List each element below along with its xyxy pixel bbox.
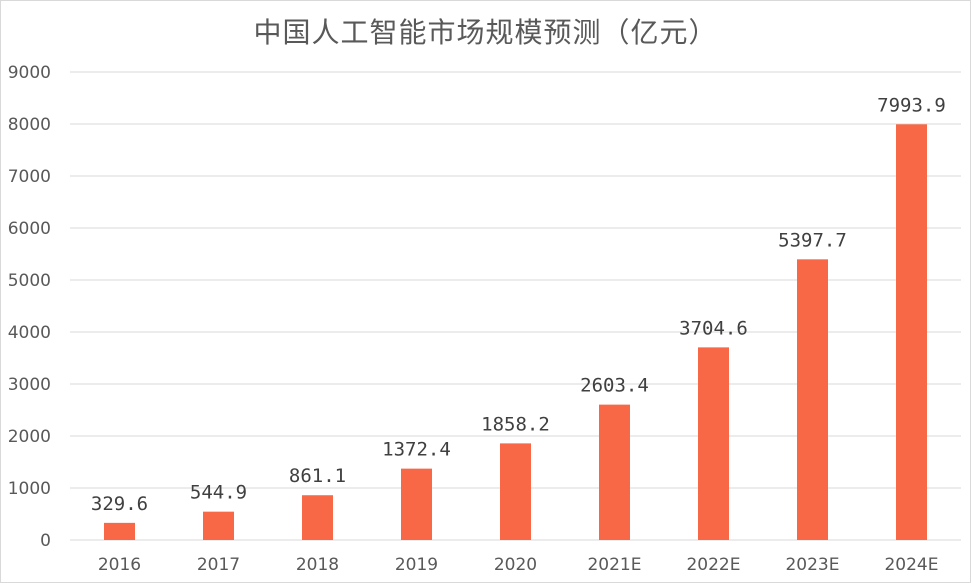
bar-2023E [797, 259, 828, 540]
y-axis: 0 1000 2000 3000 4000 5000 6000 7000 8000 9000 [8, 63, 51, 551]
bar-2021E [599, 404, 630, 540]
data-label: 5397.7 [778, 229, 847, 251]
x-tick-label: 2016 [98, 555, 141, 575]
x-tick-label: 2019 [395, 555, 438, 575]
bar-2024E [896, 124, 927, 540]
data-labels: 329.6 544.9 861.1 1372.4 1858.2 2603.4 3704.6 5… [91, 94, 946, 515]
bars [104, 124, 927, 540]
data-label: 544.9 [190, 482, 247, 504]
y-tick-label: 9000 [8, 63, 51, 83]
chart-title: 中国人工智能市场规模预测（亿元） [253, 16, 718, 49]
y-tick-label: 0 [40, 531, 51, 551]
bar-2022E [698, 347, 729, 540]
y-tick-label: 6000 [8, 219, 51, 239]
y-tick-label: 2000 [8, 427, 51, 447]
bar-2018 [302, 495, 333, 540]
data-label: 2603.4 [580, 375, 649, 397]
data-label: 7993.9 [877, 94, 946, 116]
bar-2017 [203, 511, 234, 540]
x-tick-label: 2017 [197, 555, 240, 575]
bar-2020 [500, 443, 531, 540]
x-tick-label: 2021E [587, 555, 641, 575]
bar-2019 [401, 468, 432, 540]
data-label: 329.6 [91, 493, 148, 515]
data-label: 861.1 [289, 465, 346, 487]
x-tick-label: 2023E [785, 555, 839, 575]
data-label: 1858.2 [481, 413, 550, 435]
y-tick-label: 1000 [8, 479, 51, 499]
data-label: 3704.6 [679, 317, 748, 339]
y-tick-label: 7000 [8, 167, 51, 187]
x-axis: 2016 2017 2018 2019 2020 2021E 2022E 2023E 2024E [98, 555, 939, 575]
y-tick-label: 4000 [8, 323, 51, 343]
x-tick-label: 2022E [686, 555, 740, 575]
x-tick-label: 2020 [494, 555, 537, 575]
data-label: 1372.4 [382, 439, 451, 461]
y-tick-label: 8000 [8, 115, 51, 135]
y-tick-label: 5000 [8, 271, 51, 291]
bar-2016 [104, 522, 135, 540]
x-tick-label: 2018 [296, 555, 339, 575]
y-tick-label: 3000 [8, 375, 51, 395]
x-tick-label: 2024E [884, 555, 938, 575]
